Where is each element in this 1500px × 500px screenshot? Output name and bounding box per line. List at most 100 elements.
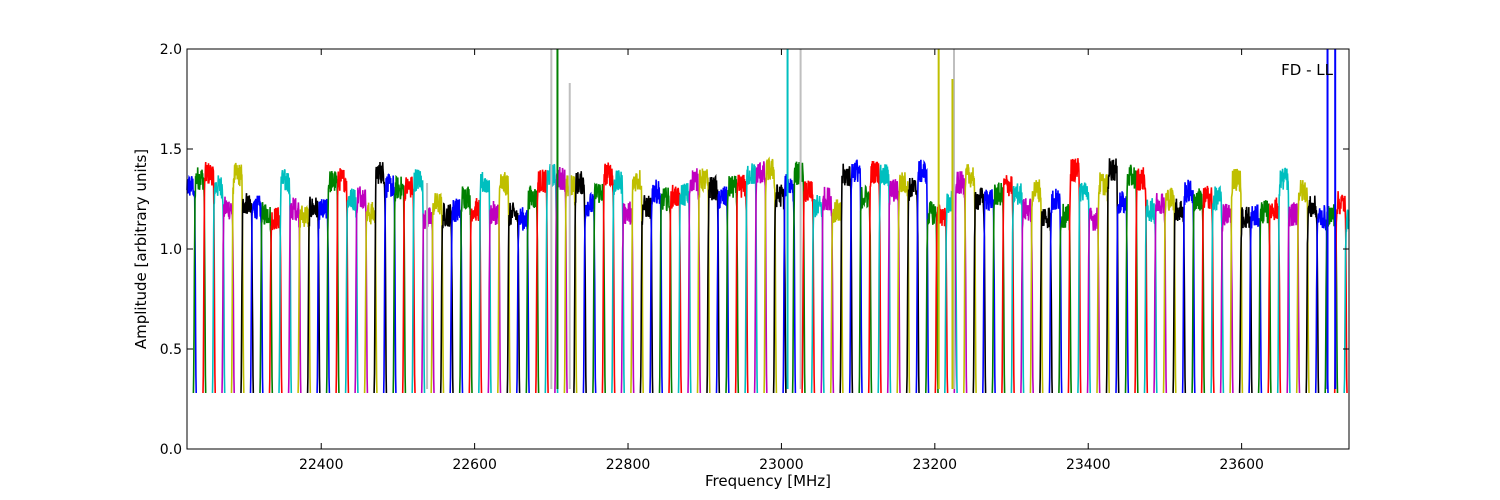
x-tick-label: 23200 bbox=[913, 457, 958, 473]
band-series bbox=[287, 197, 302, 394]
band-series bbox=[1200, 185, 1215, 394]
band-series bbox=[344, 188, 359, 394]
spectrum-bands bbox=[186, 156, 1350, 394]
band-series bbox=[744, 163, 759, 394]
band-series bbox=[497, 172, 511, 394]
band-series bbox=[582, 191, 597, 394]
band-series bbox=[782, 174, 797, 394]
band-series bbox=[925, 200, 939, 394]
band-series bbox=[1153, 193, 1168, 394]
y-axis-title: Amplitude [arbitrary units] bbox=[132, 149, 150, 349]
x-axis-title: Frequency [MHz] bbox=[705, 472, 831, 490]
band-series bbox=[1162, 187, 1177, 394]
band-series bbox=[1286, 202, 1301, 394]
band-series bbox=[573, 171, 587, 394]
band-series bbox=[211, 175, 226, 394]
band-series bbox=[1010, 183, 1025, 394]
band-series bbox=[373, 161, 388, 394]
band-series bbox=[1143, 198, 1158, 394]
band-series bbox=[335, 168, 350, 394]
x-tick-label: 22400 bbox=[299, 457, 344, 473]
x-tick-label: 23000 bbox=[759, 457, 804, 473]
band-series bbox=[963, 164, 977, 394]
band-series bbox=[230, 162, 245, 394]
band-series bbox=[192, 167, 207, 394]
band-series bbox=[1191, 188, 1206, 394]
band-series bbox=[1305, 195, 1320, 394]
band-series bbox=[535, 169, 549, 394]
band-series bbox=[991, 182, 1006, 394]
band-series bbox=[1210, 185, 1225, 394]
band-series bbox=[753, 161, 768, 394]
band-series bbox=[1333, 191, 1348, 394]
band-series bbox=[392, 174, 407, 394]
band-series bbox=[839, 163, 854, 394]
band-series bbox=[1181, 179, 1196, 394]
band-series bbox=[687, 168, 702, 394]
band-series bbox=[525, 185, 540, 394]
x-tick-label: 22600 bbox=[452, 457, 497, 473]
band-series bbox=[982, 189, 996, 394]
band-series bbox=[1248, 204, 1263, 394]
x-tick-label: 23400 bbox=[1066, 457, 1111, 473]
band-series bbox=[877, 164, 892, 394]
y-tick-label: 0.5 bbox=[160, 342, 182, 358]
band-series bbox=[411, 169, 426, 394]
band-series bbox=[259, 202, 274, 394]
band-series bbox=[658, 187, 673, 394]
band-series bbox=[1077, 182, 1091, 394]
spectrum-spikes bbox=[426, 49, 1337, 389]
y-axis-ticks: 0.0 0.5 1.0 1.5 2.0 bbox=[160, 42, 1349, 458]
y-tick-label: 2.0 bbox=[160, 42, 182, 58]
annotation-label: FD - LL bbox=[1281, 61, 1333, 79]
band-series bbox=[458, 186, 473, 394]
band-series bbox=[649, 179, 663, 394]
band-series bbox=[886, 179, 901, 394]
y-tick-label: 1.0 bbox=[160, 242, 182, 258]
band-series bbox=[867, 160, 882, 394]
band-series bbox=[639, 195, 654, 394]
band-series bbox=[1001, 175, 1015, 394]
band-series bbox=[1229, 168, 1244, 394]
band-series bbox=[478, 171, 492, 394]
band-series bbox=[820, 186, 835, 394]
band-series bbox=[1238, 206, 1253, 394]
band-series bbox=[430, 192, 445, 394]
band-series bbox=[354, 186, 369, 394]
band-series bbox=[202, 161, 216, 394]
band-series bbox=[630, 170, 644, 394]
band-series bbox=[934, 203, 949, 394]
x-tick-label: 23600 bbox=[1219, 457, 1264, 473]
band-series bbox=[611, 170, 625, 394]
band-series bbox=[1067, 158, 1082, 394]
band-series bbox=[1314, 205, 1329, 394]
band-series bbox=[382, 173, 397, 394]
band-series bbox=[896, 172, 911, 394]
y-tick-label: 0.0 bbox=[160, 442, 182, 458]
band-series bbox=[1295, 179, 1310, 394]
band-series bbox=[706, 173, 721, 394]
band-series bbox=[278, 168, 293, 394]
band-series bbox=[1343, 209, 1350, 394]
band-series bbox=[725, 175, 740, 394]
band-series bbox=[1105, 158, 1120, 394]
band-series bbox=[240, 193, 255, 394]
band-series bbox=[763, 156, 778, 394]
band-series bbox=[668, 184, 683, 394]
band-series bbox=[249, 195, 264, 394]
band-series bbox=[401, 176, 416, 394]
x-axis-ticks: 22400 22600 22800 23000 23200 23400 23600 bbox=[299, 49, 1264, 473]
band-series bbox=[848, 159, 863, 394]
band-series bbox=[801, 180, 816, 394]
band-series bbox=[1134, 167, 1149, 394]
band-series bbox=[325, 171, 340, 394]
band-series bbox=[1124, 164, 1139, 394]
band-series bbox=[1029, 179, 1044, 394]
band-series bbox=[972, 187, 987, 394]
band-series bbox=[306, 196, 321, 394]
band-series bbox=[915, 159, 930, 394]
band-series bbox=[1096, 172, 1110, 394]
band-series bbox=[506, 202, 521, 394]
band-series bbox=[601, 162, 616, 394]
